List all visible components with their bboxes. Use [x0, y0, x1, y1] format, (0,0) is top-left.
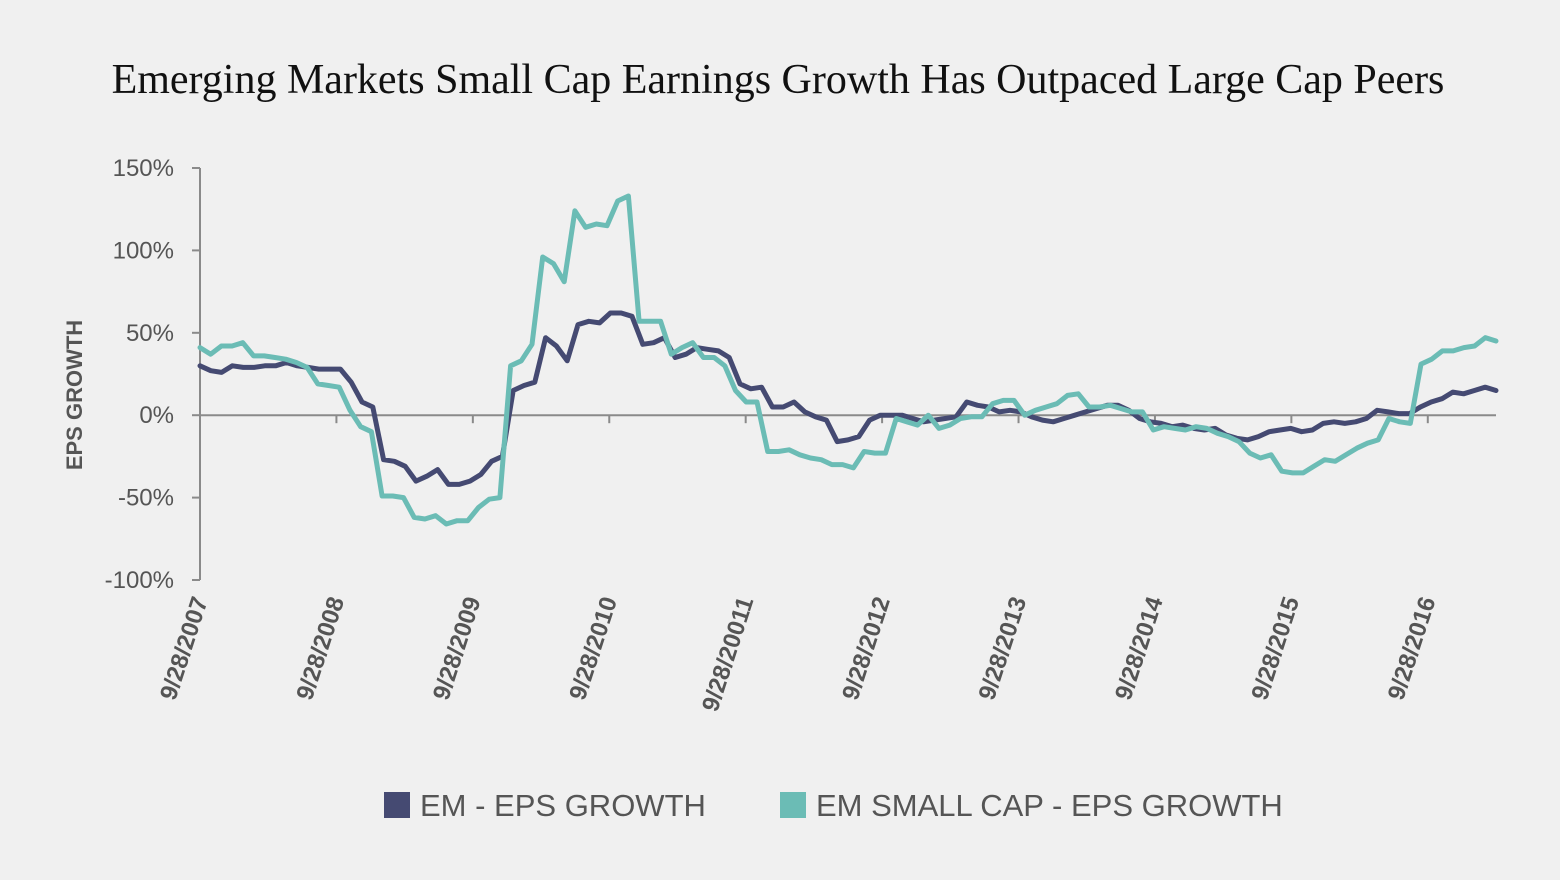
- x-ticks: 9/28/2007 9/28/2008 9/28/2009 9/28/2010 9/28…: [155, 415, 1441, 715]
- x-tick-label: 9/28/2015: [1246, 594, 1305, 704]
- series-line-2: [197, 193, 1499, 527]
- x-tick-label: 9/28/2013: [974, 594, 1033, 704]
- x-tick-label: 9/28/2014: [1110, 593, 1169, 704]
- x-tick-label: 9/28/20011: [697, 594, 759, 715]
- x-tick-label: 9/28/2010: [564, 594, 623, 704]
- y-tick-label: -50%: [118, 485, 174, 512]
- chart-title: Emerging Markets Small Cap Earnings Grow…: [112, 57, 1445, 103]
- y-axis-label: EPS GROWTH: [62, 320, 87, 470]
- legend-label: EM - EPS GROWTH: [420, 788, 706, 823]
- x-tick-label: 9/28/2016: [1383, 594, 1442, 704]
- y-tick-label: 0%: [139, 402, 174, 429]
- y-tick-label: -100%: [105, 567, 174, 594]
- legend-swatch: [780, 792, 806, 818]
- y-tick-label: 150%: [113, 155, 174, 182]
- axes: [199, 168, 1496, 580]
- y-tick-label: 50%: [126, 320, 174, 347]
- series-line-1: [197, 310, 1499, 487]
- legend: EM - EPS GROWTH EM SMALL CAP - EPS GROWTH: [384, 788, 1283, 823]
- legend-label: EM SMALL CAP - EPS GROWTH: [816, 788, 1283, 823]
- y-tick-label: 100%: [113, 237, 174, 264]
- x-tick-label: 9/28/2008: [291, 594, 350, 704]
- x-tick-label: 9/28/2009: [428, 594, 487, 704]
- x-tick-label: 9/28/2007: [155, 594, 214, 704]
- x-tick-label: 9/28/2012: [837, 594, 896, 704]
- legend-swatch: [384, 792, 410, 818]
- y-ticks: 150% 100% 50% 0% -50% -100%: [105, 155, 200, 594]
- series-lines: [197, 193, 1499, 527]
